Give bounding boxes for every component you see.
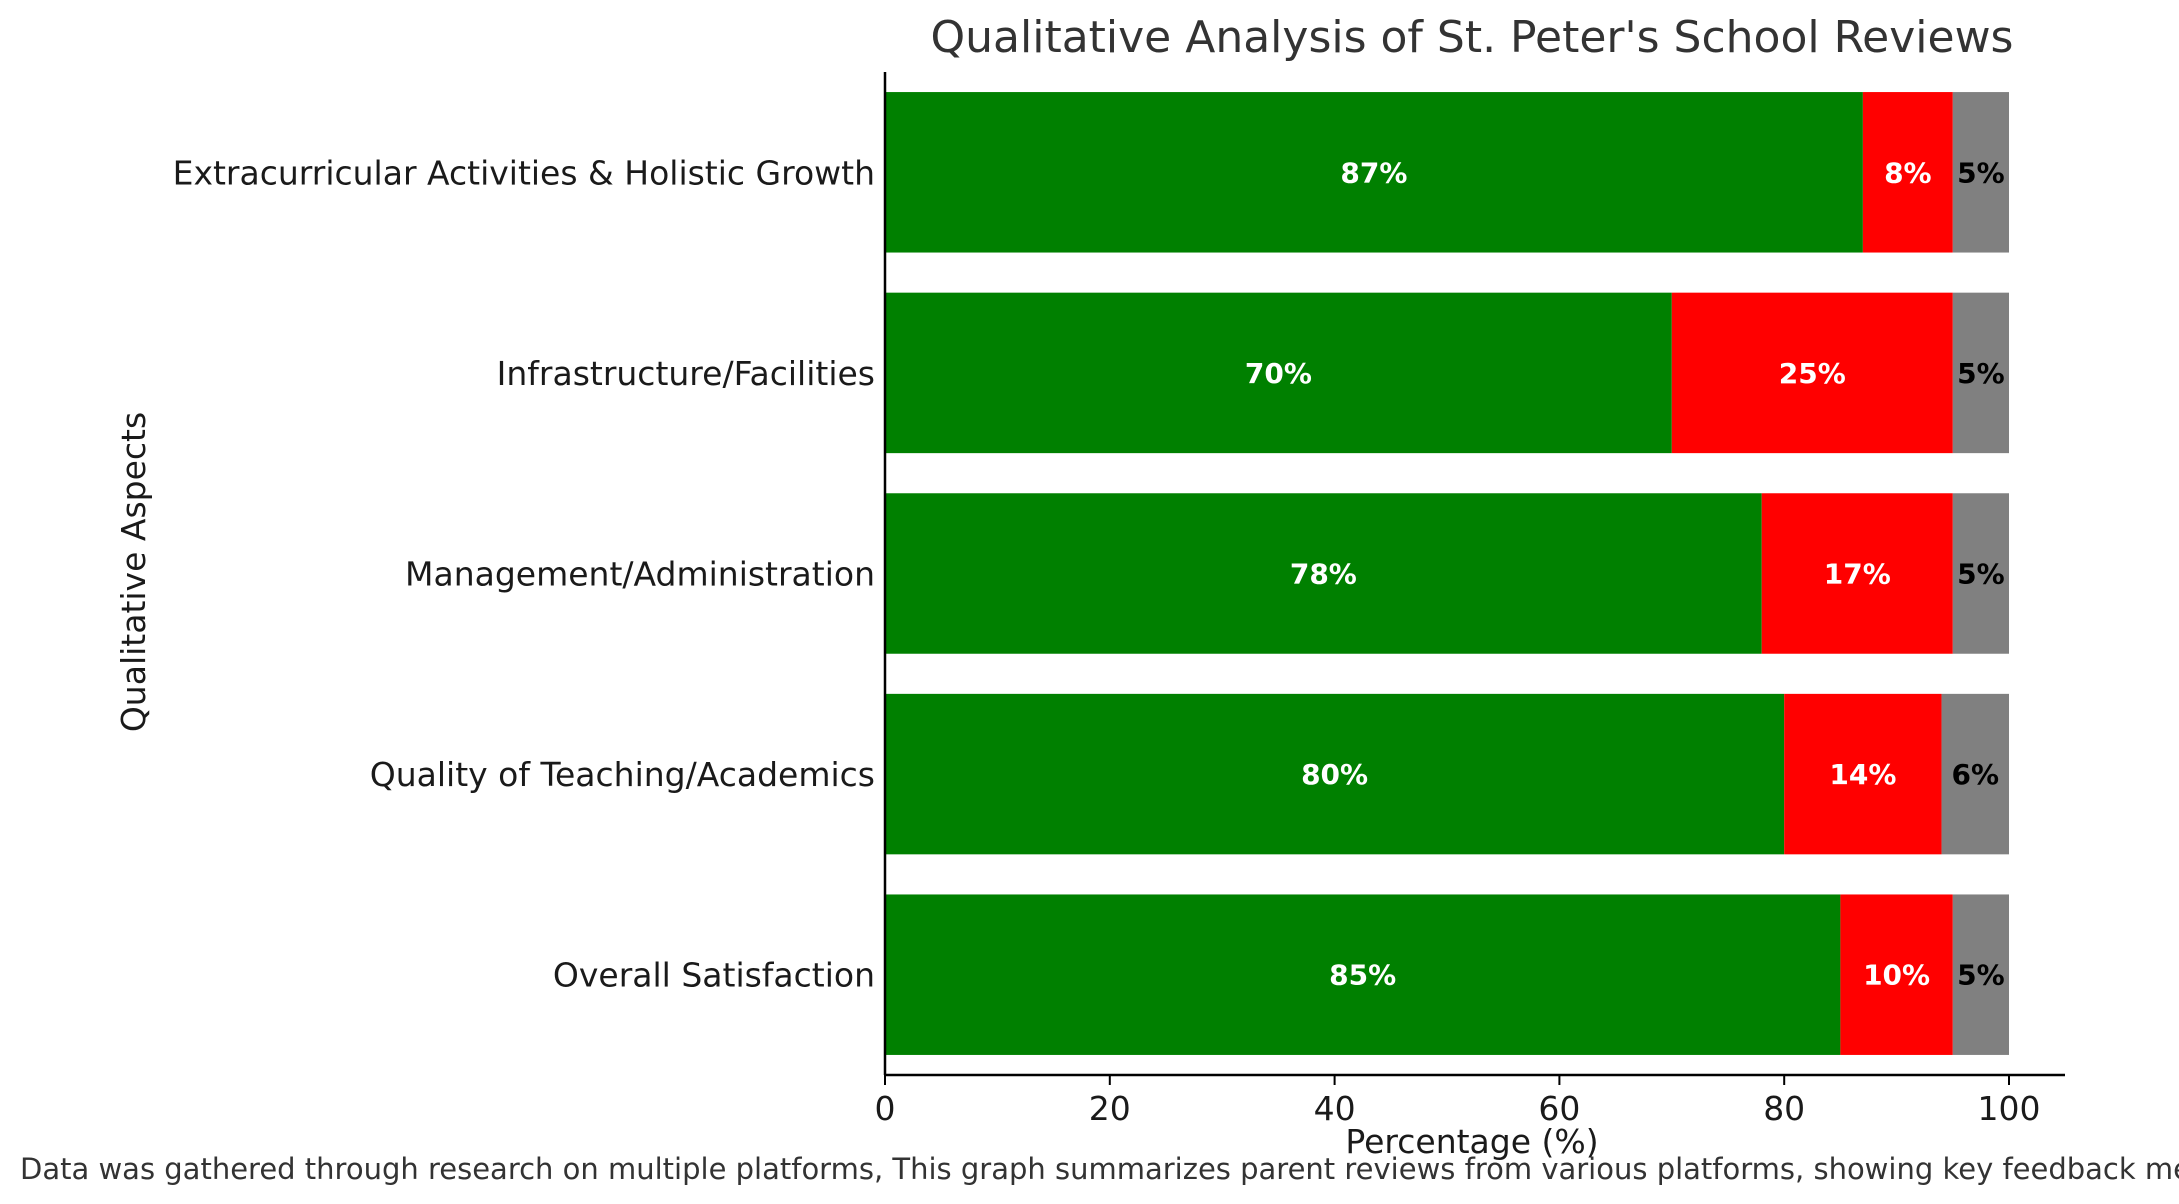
bar-segment [1671, 292, 1953, 454]
bar-value-label: 80% [1301, 758, 1368, 791]
bar-group: 85% 10% 5% 80% 14% 6% 78% 17% 5% 70% 25% 5% 87% 8% 5% [885, 92, 2009, 1055]
bar-segment [1952, 493, 2009, 654]
category-label: Extracurricular Activities & Holistic Gr… [173, 153, 875, 192]
bar-value-label: 5% [1957, 156, 2005, 189]
x-tick-label: 60 [1538, 1089, 1580, 1128]
bar-segment [885, 92, 1863, 253]
bar-value-label: 5% [1957, 959, 2005, 992]
bar-segment [1952, 894, 2009, 1055]
bar-segment [1862, 92, 1953, 253]
bar-value-label: 5% [1957, 558, 2005, 591]
bar-segment [1952, 92, 2009, 253]
bar-segment [1941, 693, 2009, 855]
bar-value-label: 85% [1329, 959, 1396, 992]
bar-segment [885, 693, 1785, 855]
category-labels: Overall Satisfaction Quality of Teaching/… [173, 153, 875, 994]
bar-segment [1840, 894, 1953, 1055]
bar-value-label: 5% [1957, 357, 2005, 390]
bar-value-label: 25% [1779, 357, 1846, 390]
bar-segment [1784, 693, 1942, 855]
x-tick-label: 20 [1089, 1089, 1131, 1128]
bar-value-label: 78% [1290, 558, 1357, 591]
y-axis-label: Qualitative Aspects [114, 412, 153, 732]
x-tick-label: 40 [1314, 1089, 1356, 1128]
bar-value-label: 17% [1824, 558, 1891, 591]
bar-value-label: 87% [1340, 156, 1407, 189]
bar-value-label: 8% [1884, 156, 1932, 189]
chart-title: Qualitative Analysis of St. Peter's Scho… [931, 12, 2014, 63]
bar-segment [885, 894, 1841, 1055]
category-label: Infrastructure/Facilities [497, 354, 875, 393]
bar-segment [885, 493, 1762, 654]
bar-value-label: 70% [1245, 357, 1312, 390]
category-label: Overall Satisfaction [553, 956, 875, 995]
x-tick-label: 80 [1763, 1089, 1805, 1128]
category-label: Quality of Teaching/Academics [370, 755, 875, 794]
bar-value-label: 6% [1952, 758, 2000, 791]
x-axis-ticks: 0 20 40 60 80 100 [875, 1075, 2041, 1128]
category-label: Management/Administration [405, 555, 875, 594]
bar-value-label: 14% [1829, 758, 1896, 791]
x-tick-label: 100 [1978, 1089, 2041, 1128]
x-tick-label: 0 [875, 1089, 896, 1128]
bar-segment [1952, 292, 2009, 454]
bar-segment [1761, 493, 1953, 654]
bar-value-label: 10% [1863, 959, 1930, 992]
x-axis-label: Percentage (%) [1345, 1122, 1598, 1161]
bar-segment [885, 292, 1672, 454]
footnote: Data was gathered through research on mu… [20, 1152, 2179, 1186]
